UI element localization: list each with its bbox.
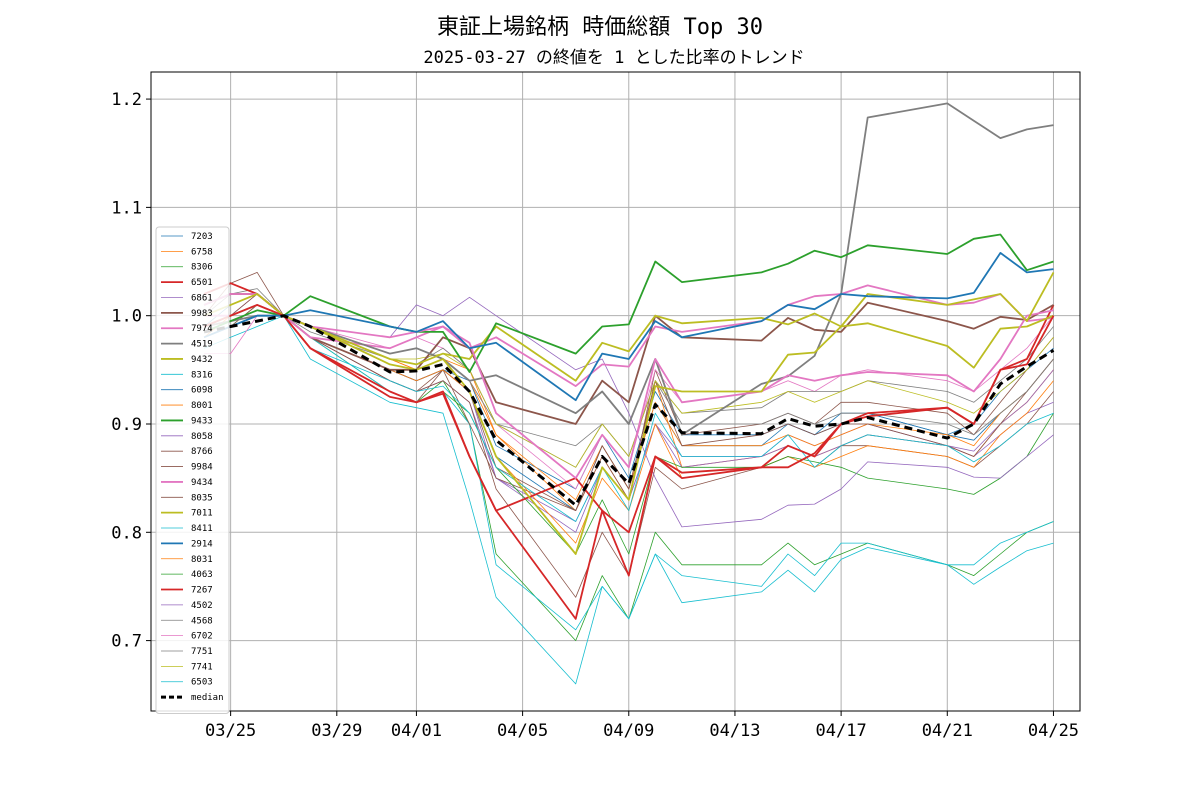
legend-label-4568: 4568 (191, 616, 213, 626)
y-tick-label: 1.1 (111, 198, 142, 218)
y-tick-label: 0.7 (111, 632, 142, 652)
legend-label-8035: 8035 (191, 493, 213, 503)
x-tick-label: 04/13 (709, 721, 760, 741)
legend-box (155, 226, 230, 714)
x-tick-label: 04/25 (1028, 721, 1079, 741)
x-tick-label: 04/05 (497, 721, 548, 741)
legend-label-6702: 6702 (191, 632, 213, 642)
legend-label-8316: 8316 (191, 370, 213, 380)
legend-label-median: median (191, 693, 224, 703)
y-gridlines (151, 98, 1080, 642)
legend-label-7011: 7011 (191, 509, 213, 519)
plot-area (150, 71, 1081, 712)
series-lines (203, 102, 1055, 685)
legend-label-8001: 8001 (191, 401, 213, 411)
x-tick-label: 03/29 (311, 721, 362, 741)
legend-label-6501: 6501 (191, 278, 213, 288)
plot-frame (150, 71, 1081, 712)
legend-label-8058: 8058 (191, 432, 213, 442)
legend-label-8306: 8306 (191, 263, 213, 273)
legend-label-6861: 6861 (191, 293, 213, 303)
y-tick-label: 1.2 (111, 90, 142, 110)
legend-label-7203: 7203 (191, 232, 213, 242)
series-line-7267 (203, 303, 1055, 620)
legend-label-9434: 9434 (191, 478, 213, 488)
chart-title: 東証上場銘柄 時価総額 Top 30 (437, 15, 763, 40)
x-tick-label: 04/09 (603, 721, 654, 741)
legend-label-6098: 6098 (191, 386, 213, 396)
legend-label-4502: 4502 (191, 601, 213, 611)
x-tick-label: 04/01 (391, 721, 442, 741)
x-tick-label: 04/21 (922, 721, 973, 741)
legend-label-9984: 9984 (191, 463, 213, 473)
legend-label-8766: 8766 (191, 447, 213, 457)
series-line-9433 (203, 233, 1054, 373)
series-line-2914 (203, 251, 1054, 402)
legend-label-6758: 6758 (191, 247, 213, 257)
series-line-8411 (203, 315, 1054, 685)
x-tick-label: 03/25 (205, 721, 256, 741)
y-tick-label: 0.9 (111, 415, 142, 435)
legend: 7203 6758 8306 6501 6861 9983 7974 4519 9432 8316… (155, 226, 230, 714)
legend-label-7267: 7267 (191, 586, 213, 596)
legend-label-9433: 9433 (191, 416, 213, 426)
chart-subtitle: 2025-03-27 の終値を 1 とした比率のトレンド (423, 48, 804, 68)
legend-label-4519: 4519 (191, 340, 213, 350)
legend-label-8031: 8031 (191, 555, 213, 565)
legend-label-6503: 6503 (191, 678, 213, 688)
x-tick-label: 04/17 (816, 721, 867, 741)
legend-label-4063: 4063 (191, 570, 213, 580)
y-axis: 0.7 0.8 0.9 1.0 1.1 1.2 (111, 90, 151, 652)
legend-label-7741: 7741 (191, 662, 213, 672)
x-axis: 03/25 03/29 04/01 04/05 04/09 04/13 04/17 04/21… (205, 711, 1079, 741)
y-tick-label: 1.0 (111, 307, 142, 327)
legend-label-7974: 7974 (191, 324, 213, 334)
legend-label-7751: 7751 (191, 647, 213, 657)
legend-label-8411: 8411 (191, 524, 213, 534)
y-tick-label: 0.8 (111, 523, 142, 543)
legend-label-9983: 9983 (191, 309, 213, 319)
legend-label-9432: 9432 (191, 355, 213, 365)
legend-label-2914: 2914 (191, 539, 213, 549)
series-line-median (203, 314, 1055, 507)
